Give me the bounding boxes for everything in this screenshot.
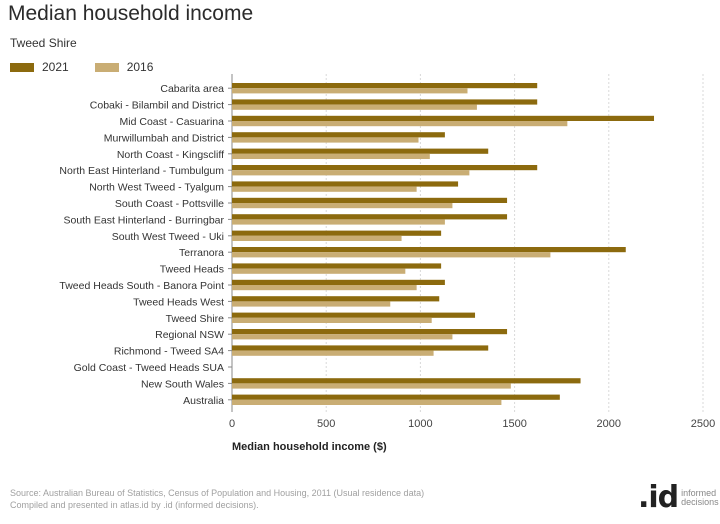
bar-2016	[232, 383, 511, 389]
category-label: Tweed Heads West	[133, 296, 224, 308]
bar-2016	[232, 334, 453, 340]
x-tick-label: 0	[229, 418, 235, 430]
category-label: Tweed Heads	[160, 264, 224, 276]
bar-2021	[232, 345, 489, 351]
logo-text-line-1: informed	[681, 487, 717, 498]
bar-chart: 0 500 1000 1500 2000 2500 Cabarita area Cobaki …	[59, 74, 715, 453]
category-label: North West Tweed - Tyalgum	[89, 182, 224, 194]
logo-mark: .id	[638, 480, 679, 515]
legend-label-2016: 2016	[126, 60, 154, 74]
bar-2021	[232, 83, 538, 89]
category-label: South East Hinterland - Burringbar	[64, 214, 225, 226]
legend: 2021 2016	[10, 60, 179, 74]
bar-2016	[232, 137, 419, 143]
bar-2016	[232, 104, 477, 110]
bar-2016	[232, 219, 445, 225]
bar-2021	[232, 329, 508, 335]
bar-2021	[232, 230, 442, 236]
category-label: North East Hinterland - Tumbulgum	[59, 165, 224, 177]
bar-2021	[232, 197, 508, 203]
category-label: Gold Coast - Tweed Heads SUA	[74, 362, 224, 374]
bar-2016	[232, 317, 432, 323]
x-tick-label: 1500	[502, 418, 526, 430]
category-label: Regional NSW	[155, 329, 224, 341]
legend-item-2016[interactable]: 2016	[94, 60, 154, 74]
legend-item-2021[interactable]: 2021	[10, 60, 69, 74]
category-label: Tweed Shire	[166, 313, 225, 325]
x-tick-label: 1000	[408, 418, 432, 430]
bar-2016	[232, 301, 391, 307]
bar-2021	[232, 296, 440, 302]
bar-2016	[232, 268, 406, 274]
category-label: South West Tweed - Uki	[112, 231, 224, 243]
x-tick-label: 2500	[691, 418, 715, 430]
bar-2016	[232, 350, 434, 356]
category-label: Richmond - Tweed SA4	[114, 346, 224, 358]
bar-2021	[232, 181, 459, 187]
category-label: Murwillumbah and District	[104, 132, 224, 144]
bar-2016	[232, 88, 468, 94]
bar-2021	[232, 247, 626, 253]
id-logo: .id informed decisions	[638, 480, 719, 515]
bar-2016	[232, 235, 402, 241]
x-tick-label: 2000	[597, 418, 621, 430]
category-label: Terranora	[179, 247, 224, 259]
category-label: South Coast - Pottsville	[115, 198, 224, 210]
chart-subtitle: Tweed Shire	[10, 36, 77, 50]
bar-2021	[232, 115, 655, 121]
bar-2021	[232, 312, 476, 318]
bar-2016	[232, 186, 417, 192]
bar-2021	[232, 394, 560, 400]
bar-2016	[232, 399, 502, 405]
logo-text-line-2: decisions	[681, 496, 719, 507]
bar-2021	[232, 132, 445, 138]
bar-2016	[232, 170, 470, 176]
bar-2021	[232, 263, 442, 269]
bar-2021	[232, 148, 489, 154]
bar-2021	[232, 214, 508, 220]
bar-2016	[232, 153, 430, 159]
category-label: New South Wales	[141, 378, 224, 390]
legend-label-2021: 2021	[42, 60, 69, 74]
category-label: North Coast - Kingscliff	[117, 149, 224, 161]
x-tick-label: 500	[317, 418, 335, 430]
bar-2016	[232, 203, 453, 209]
category-label: Tweed Heads South - Banora Point	[59, 280, 224, 292]
source-note: Source: Australian Bureau of Statistics,…	[10, 487, 424, 511]
bar-2016	[232, 285, 417, 291]
category-label: Australia	[183, 395, 224, 407]
legend-swatch-2021	[10, 62, 34, 72]
x-axis-label: Median household income ($)	[232, 441, 387, 453]
source-line-1: Source: Australian Bureau of Statistics,…	[10, 488, 425, 498]
bar-2021	[232, 165, 538, 171]
source-line-2: Compiled and presented in atlas.id by .i…	[10, 500, 259, 510]
category-label: Cobaki - Bilambil and District	[90, 100, 224, 112]
category-label: Cabarita area	[160, 83, 224, 95]
bar-2021	[232, 99, 538, 105]
bar-2021	[232, 378, 581, 384]
chart-title: Median household income	[8, 2, 254, 25]
bar-2016	[232, 252, 551, 258]
legend-swatch-2016	[94, 62, 119, 72]
bar-2021	[232, 279, 445, 285]
category-label: Mid Coast - Casuarina	[120, 116, 225, 128]
logo-text: informed decisions	[681, 487, 719, 507]
bar-2016	[232, 121, 568, 127]
